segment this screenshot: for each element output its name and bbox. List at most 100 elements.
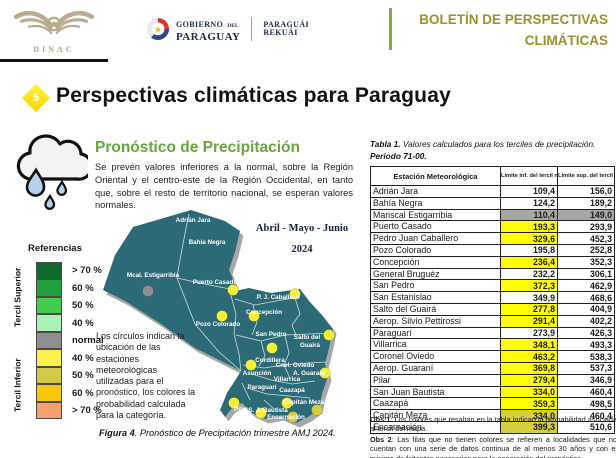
limit-sup-cell: 498,5	[557, 397, 615, 411]
station-label: Guairá	[300, 342, 320, 349]
station-label: Concepción	[246, 309, 282, 316]
limit-sup-cell: 462,9	[557, 279, 615, 293]
station-label: Salto del	[294, 334, 320, 341]
limit-inf-cell: 399,3	[500, 420, 558, 434]
station-label: Capitán Meza	[284, 399, 325, 406]
dinac-logo: DINAC	[12, 6, 96, 54]
station-name-cell: Encarnación	[370, 420, 501, 434]
legend-label: > 70 %	[72, 265, 102, 277]
station-label: Paraguarí	[247, 384, 276, 391]
section-number: 5	[32, 92, 40, 104]
limit-inf-cell: 359,3	[500, 397, 558, 411]
table-row: Pozo Colorado 195,8 252,8	[370, 243, 615, 257]
station-name-cell: Caazapá	[370, 397, 501, 411]
station-marker	[245, 359, 257, 371]
legend-swatch	[36, 279, 62, 297]
legend-item: 40 %	[36, 349, 104, 368]
limit-inf-cell: 329,6	[500, 232, 558, 245]
page-top-mark	[0, 59, 108, 62]
limit-sup-cell: 510,6	[557, 420, 615, 434]
limit-inf-cell: 195,8	[500, 243, 558, 257]
station-marker	[281, 397, 293, 409]
section-heading: 5 Perspectivas climáticas para Paraguay	[21, 83, 451, 113]
station-name-cell: Salto del Guairá	[370, 302, 501, 316]
map-note: Los círculos indican la ubicación de las…	[96, 331, 196, 420]
section-number-badge: 5	[21, 83, 51, 113]
legend-item: > 70 %	[36, 401, 104, 420]
svg-text:★: ★	[154, 25, 162, 35]
station-marker	[255, 407, 267, 419]
note-obs2: Obs 2: Las filas que no tienen colores s…	[370, 434, 616, 458]
legend-item: 60 %	[36, 279, 104, 298]
station-label: Pilar	[234, 406, 248, 413]
legend-swatch	[36, 366, 62, 384]
station-marker	[142, 285, 154, 297]
dinac-label: DINAC	[33, 45, 75, 54]
limit-sup-cell: 537,3	[557, 361, 615, 375]
table-row: San Juan Bautista 334,0 460,4	[370, 385, 615, 399]
column-header-limit-sup: Límite sup. del tercil normal	[557, 166, 615, 186]
note-obs1: Obs 1: Los colores que resaltan en la ta…	[370, 415, 616, 434]
legend-label: 50 %	[72, 370, 94, 382]
station-name-cell: San Juan Bautista	[370, 385, 501, 399]
station-label: Mcal. Estigarribia	[127, 272, 180, 279]
limit-inf-cell: 193,3	[500, 220, 558, 234]
legend-item: 50 %	[36, 296, 104, 315]
limit-inf-cell: 277,8	[500, 302, 558, 316]
limit-inf-cell: 463,2	[500, 350, 558, 363]
station-label: Cnel. Oviedo	[276, 362, 315, 369]
limit-sup-cell: 452,3	[557, 232, 615, 245]
table-row: Bahía Negra 124,2 189,2	[370, 196, 615, 210]
station-label: San Pedro	[255, 331, 286, 338]
legend-swatch	[36, 349, 62, 367]
legend-upper-tercil-label: Tercil Superior	[12, 267, 23, 327]
legend-lower-tercil-label: Tercil Inferior	[12, 358, 23, 412]
station-marker	[323, 329, 335, 341]
limit-inf-cell: 109,4	[500, 185, 558, 198]
limit-inf-cell: 334,0	[500, 385, 558, 399]
limit-inf-cell: 349,9	[500, 291, 558, 304]
forecast-body: Se prevén valores inferiores a la normal…	[95, 162, 353, 211]
table-row: Concepción 236,4 352,3	[370, 255, 615, 269]
limit-inf-cell: 291,4	[500, 314, 558, 328]
limit-sup-cell: 252,8	[557, 243, 615, 257]
column-header-limit-inf: Límite inf. del tercil normal	[500, 166, 558, 186]
limit-inf-cell: 273,9	[500, 326, 558, 340]
limit-inf-cell: 334,0	[500, 409, 558, 422]
limit-sup-cell: 426,3	[557, 326, 615, 340]
station-label: Puerto Casado	[193, 279, 238, 286]
legend-item: 40 %	[36, 314, 104, 333]
station-label: Encarnación	[267, 414, 305, 421]
table-row: Pilar 279,4 346,9	[370, 373, 615, 387]
station-name-cell: Villarrica	[370, 338, 501, 352]
legend-title: Referencias	[28, 243, 82, 254]
legend-label: normal	[72, 335, 104, 347]
station-name-cell: Aerop. Silvio Pettirossi	[370, 314, 501, 328]
table-row: Puerto Casado 193,3 293,9	[370, 220, 615, 234]
table-row: Caazapá 359,3 498,5	[370, 397, 615, 411]
station-label: Adrián Jara	[176, 217, 211, 224]
legend-swatch	[36, 331, 62, 349]
station-name-cell: Puerto Casado	[370, 220, 501, 234]
table-row: Paraguarí 273,9 426,3	[370, 326, 615, 340]
limit-sup-cell: 293,9	[557, 220, 615, 234]
station-label: A. Guaraní	[293, 370, 325, 377]
legend-item: 50 %	[36, 366, 104, 385]
legend-item: > 70 %	[36, 262, 104, 280]
period-year: 2024	[291, 244, 313, 255]
table-row: San Estanislao 349,9 468,6	[370, 291, 615, 304]
limit-sup-cell: 306,1	[557, 267, 615, 281]
bulletin-title-line1: BOLETÍN DE PERSPECTIVAS	[419, 12, 608, 27]
table-row: San Pedro 372,3 462,9	[370, 279, 615, 293]
paraguay-map: Adrián Jara Bahía Negra Mcal. Estigarribia…	[103, 204, 343, 439]
gobierno-logo: ★ GOBIERNO DEL PARAGUAY PARAGUÁI REKUÁI	[146, 15, 309, 43]
table-row: Adrián Jara 109,4 156,0	[370, 185, 615, 198]
limit-sup-cell: 538,3	[557, 350, 615, 363]
limit-sup-cell: 404,9	[557, 302, 615, 316]
limit-inf-cell: 236,4	[500, 255, 558, 269]
bulletin-title-line2: CLIMÁTICAS	[524, 32, 608, 48]
limit-inf-cell: 110,4	[500, 208, 558, 222]
table-row: Coronel Oviedo 463,2 538,3	[370, 350, 615, 363]
station-marker	[289, 288, 301, 300]
station-marker	[311, 404, 323, 416]
